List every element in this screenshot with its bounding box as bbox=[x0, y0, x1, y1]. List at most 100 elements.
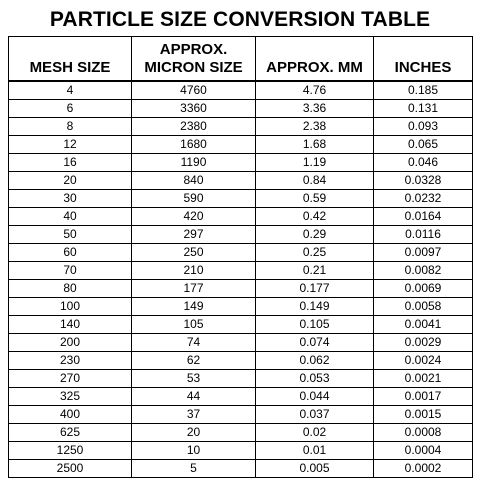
mesh-size-cell: 140 bbox=[8, 315, 132, 334]
column-header-line: MESH SIZE bbox=[29, 58, 111, 76]
mesh-size-cell: 50 bbox=[8, 225, 132, 244]
mesh-size-cell: 12 bbox=[8, 135, 132, 154]
mesh-size-cell: 400 bbox=[8, 405, 132, 424]
micron-size-cell: 420 bbox=[131, 207, 256, 226]
mesh-size-cell: 325 bbox=[8, 387, 132, 406]
table-row: 16 1190 1.19 0.046 bbox=[8, 153, 473, 172]
approx-mm-cell: 0.29 bbox=[255, 225, 374, 244]
mesh-size-cell: 80 bbox=[8, 279, 132, 298]
micron-size-cell: 250 bbox=[131, 243, 256, 262]
inches-cell: 0.0029 bbox=[373, 333, 473, 352]
approx-mm-cell: 0.42 bbox=[255, 207, 374, 226]
table-row: 40 420 0.42 0.0164 bbox=[8, 207, 473, 226]
micron-size-cell: 1190 bbox=[131, 153, 256, 172]
micron-size-cell: 53 bbox=[131, 369, 256, 388]
mesh-size-cell: 16 bbox=[8, 153, 132, 172]
micron-size-cell: 149 bbox=[131, 297, 256, 316]
approx-mm-cell: 0.25 bbox=[255, 243, 374, 262]
inches-cell: 0.0041 bbox=[373, 315, 473, 334]
table-row: 20 840 0.84 0.0328 bbox=[8, 171, 473, 190]
inches-cell: 0.0017 bbox=[373, 387, 473, 406]
inches-cell: 0.0116 bbox=[373, 225, 473, 244]
page-title: PARTICLE SIZE CONVERSION TABLE bbox=[49, 8, 431, 31]
mesh-size-cell: 1250 bbox=[8, 441, 132, 460]
micron-size-cell: 2380 bbox=[131, 117, 256, 136]
micron-size-cell: 44 bbox=[131, 387, 256, 406]
table-row: 80 177 0.177 0.0069 bbox=[8, 279, 473, 298]
table-row: 50 297 0.29 0.0116 bbox=[8, 225, 473, 244]
micron-size-cell: 210 bbox=[131, 261, 256, 280]
table-row: 100 149 0.149 0.0058 bbox=[8, 297, 473, 316]
micron-size-cell: 840 bbox=[131, 171, 256, 190]
inches-cell: 0.0097 bbox=[373, 243, 473, 262]
micron-size-cell: 1680 bbox=[131, 135, 256, 154]
table-row: 200 74 0.074 0.0029 bbox=[8, 333, 473, 352]
conversion-table: MESH SIZE APPROX. MICRON SIZE APPROX. MM… bbox=[8, 36, 473, 478]
approx-mm-cell: 0.84 bbox=[255, 171, 374, 190]
column-header-inches: INCHES bbox=[373, 36, 473, 82]
approx-mm-cell: 1.68 bbox=[255, 135, 374, 154]
mesh-size-cell: 2500 bbox=[8, 459, 132, 478]
approx-mm-cell: 0.062 bbox=[255, 351, 374, 370]
inches-cell: 0.131 bbox=[373, 99, 473, 118]
table-row: 6 3360 3.36 0.131 bbox=[8, 99, 473, 118]
approx-mm-cell: 0.01 bbox=[255, 441, 374, 460]
inches-cell: 0.0008 bbox=[373, 423, 473, 442]
table-row: 2500 5 0.005 0.0002 bbox=[8, 459, 473, 478]
inches-cell: 0.0164 bbox=[373, 207, 473, 226]
micron-size-cell: 177 bbox=[131, 279, 256, 298]
micron-size-cell: 5 bbox=[131, 459, 256, 478]
inches-cell: 0.185 bbox=[373, 80, 473, 100]
mesh-size-cell: 6 bbox=[8, 99, 132, 118]
approx-mm-cell: 0.074 bbox=[255, 333, 374, 352]
inches-cell: 0.046 bbox=[373, 153, 473, 172]
inches-cell: 0.0058 bbox=[373, 297, 473, 316]
micron-size-cell: 20 bbox=[131, 423, 256, 442]
table-row: 12 1680 1.68 0.065 bbox=[8, 135, 473, 154]
inches-cell: 0.0004 bbox=[373, 441, 473, 460]
table-row: 60 250 0.25 0.0097 bbox=[8, 243, 473, 262]
inches-cell: 0.0069 bbox=[373, 279, 473, 298]
approx-mm-cell: 0.177 bbox=[255, 279, 374, 298]
approx-mm-cell: 0.044 bbox=[255, 387, 374, 406]
inches-cell: 0.0024 bbox=[373, 351, 473, 370]
mesh-size-cell: 30 bbox=[8, 189, 132, 208]
mesh-size-cell: 8 bbox=[8, 117, 132, 136]
header-row: MESH SIZE APPROX. MICRON SIZE APPROX. MM… bbox=[8, 36, 473, 82]
inches-cell: 0.0082 bbox=[373, 261, 473, 280]
approx-mm-cell: 0.105 bbox=[255, 315, 374, 334]
table-row: 8 2380 2.38 0.093 bbox=[8, 117, 473, 136]
mesh-size-cell: 60 bbox=[8, 243, 132, 262]
approx-mm-cell: 0.053 bbox=[255, 369, 374, 388]
micron-size-cell: 62 bbox=[131, 351, 256, 370]
column-header-line: MICRON SIZE bbox=[144, 58, 243, 76]
table-row: 625 20 0.02 0.0008 bbox=[8, 423, 473, 442]
column-header-line: APPROX. MM bbox=[266, 58, 363, 76]
micron-size-cell: 37 bbox=[131, 405, 256, 424]
column-header-approx-mm: APPROX. MM bbox=[255, 36, 374, 82]
mesh-size-cell: 40 bbox=[8, 207, 132, 226]
micron-size-cell: 297 bbox=[131, 225, 256, 244]
table-row: 30 590 0.59 0.0232 bbox=[8, 189, 473, 208]
inches-cell: 0.065 bbox=[373, 135, 473, 154]
micron-size-cell: 105 bbox=[131, 315, 256, 334]
micron-size-cell: 4760 bbox=[131, 80, 256, 100]
approx-mm-cell: 2.38 bbox=[255, 117, 374, 136]
mesh-size-cell: 20 bbox=[8, 171, 132, 190]
table-row: 4 4760 4.76 0.185 bbox=[8, 80, 473, 100]
table-row: 325 44 0.044 0.0017 bbox=[8, 387, 473, 406]
table-row: 70 210 0.21 0.0082 bbox=[8, 261, 473, 280]
table-row: 1250 10 0.01 0.0004 bbox=[8, 441, 473, 460]
mesh-size-cell: 4 bbox=[8, 80, 132, 100]
inches-cell: 0.093 bbox=[373, 117, 473, 136]
approx-mm-cell: 0.59 bbox=[255, 189, 374, 208]
approx-mm-cell: 3.36 bbox=[255, 99, 374, 118]
table-row: 400 37 0.037 0.0015 bbox=[8, 405, 473, 424]
approx-mm-cell: 0.037 bbox=[255, 405, 374, 424]
table-row: 140 105 0.105 0.0041 bbox=[8, 315, 473, 334]
table-body: 4 4760 4.76 0.185 6 3360 3.36 0.131 8 2380 2.38 0.0… bbox=[8, 80, 473, 478]
approx-mm-cell: 4.76 bbox=[255, 80, 374, 100]
column-header-line: INCHES bbox=[394, 58, 452, 76]
micron-size-cell: 3360 bbox=[131, 99, 256, 118]
mesh-size-cell: 100 bbox=[8, 297, 132, 316]
